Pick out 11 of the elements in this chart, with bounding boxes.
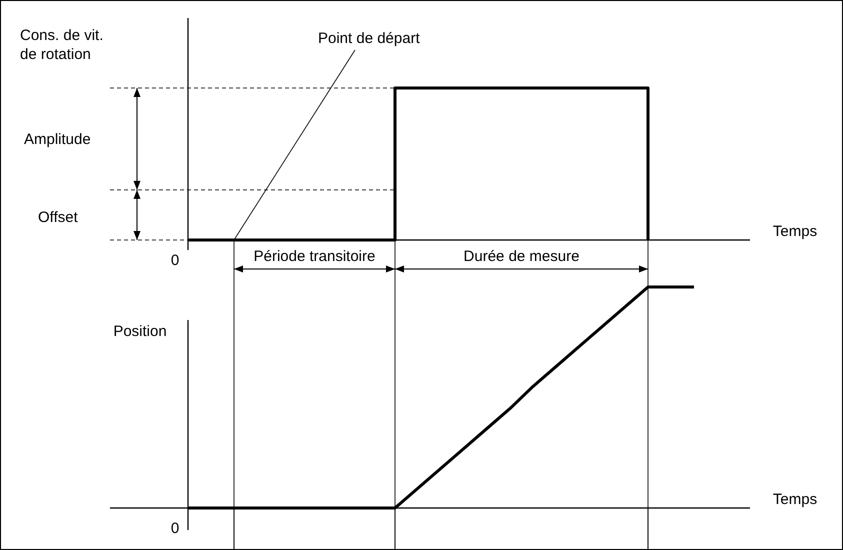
text: Période transitoire <box>254 248 376 265</box>
text: 0 <box>170 252 180 269</box>
x-axis-title: Temps <box>772 491 818 508</box>
x-axis-title: Temps <box>772 223 818 240</box>
text: Offset <box>38 208 79 226</box>
text: Amplitude <box>24 130 91 148</box>
y-axis-title: Cons. de vit. de rotation <box>20 27 104 63</box>
text: 0 <box>170 520 180 537</box>
text: Point de départ <box>318 30 421 47</box>
text: Durée de mesure <box>464 248 580 265</box>
y-axis-title: Position <box>113 323 167 340</box>
